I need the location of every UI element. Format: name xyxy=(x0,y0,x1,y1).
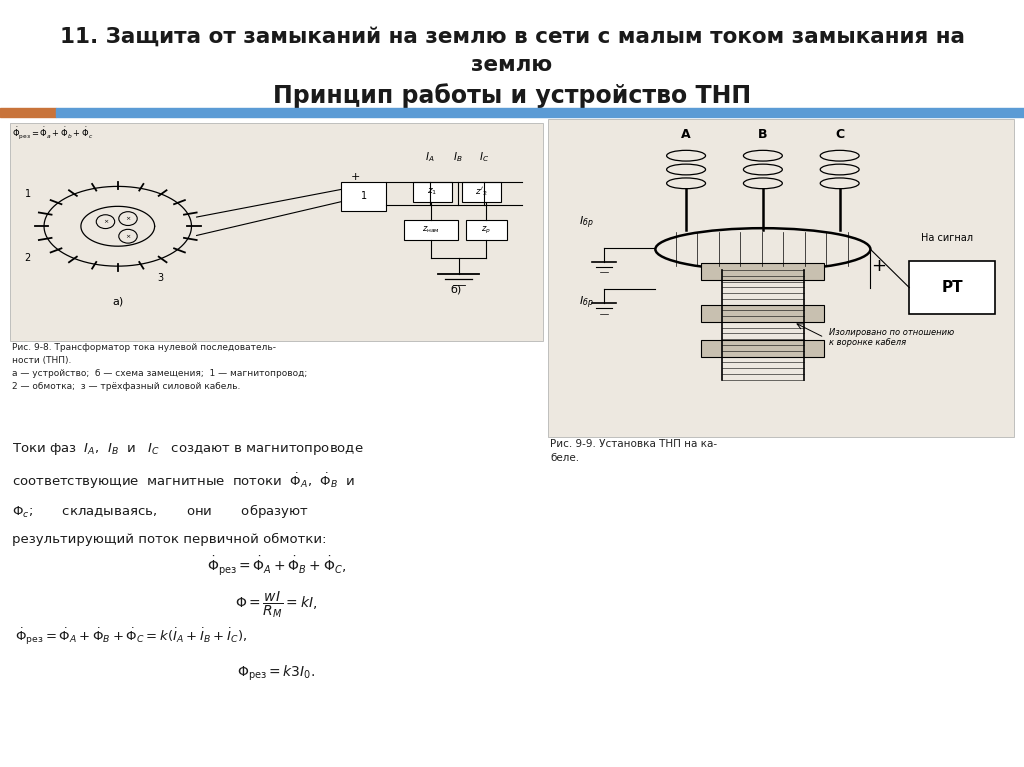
Text: ×: × xyxy=(125,234,131,239)
Text: $\Phi_{\text{рез}}=k3I_0.$: $\Phi_{\text{рез}}=k3I_0.$ xyxy=(238,663,315,683)
Text: +: + xyxy=(350,172,360,183)
Text: $\Phi=\dfrac{wI}{R_M}=kI,$: $\Phi=\dfrac{wI}{R_M}=kI,$ xyxy=(236,589,317,620)
Text: 2: 2 xyxy=(25,253,31,264)
Bar xyxy=(701,340,824,357)
Text: б): б) xyxy=(451,284,461,295)
Text: 1: 1 xyxy=(25,189,31,199)
Text: B: B xyxy=(758,128,768,140)
Text: $\dot{\Phi}_{\text{рез}}=\dot{\Phi}_A+\dot{\Phi}_B+\dot{\Phi}_C,$: $\dot{\Phi}_{\text{рез}}=\dot{\Phi}_A+\d… xyxy=(207,554,346,577)
Text: $z_р$: $z_р$ xyxy=(481,225,492,235)
FancyBboxPatch shape xyxy=(466,220,507,240)
Text: Рис. 9-9. Установка ТНП на ка-
беле.: Рис. 9-9. Установка ТНП на ка- беле. xyxy=(550,439,717,463)
Text: $z'_2$: $z'_2$ xyxy=(475,186,487,198)
Text: Токи фаз  $I_A$,  $I_B$  и   $I_C$   создают в магнитопроводе: Токи фаз $I_A$, $I_B$ и $I_C$ создают в … xyxy=(12,441,364,457)
Bar xyxy=(0,108,56,117)
Text: Изолировано по отношению
к воронке кабеля: Изолировано по отношению к воронке кабел… xyxy=(829,328,954,347)
Text: 11. Защита от замыканий на землю в сети с малым током замыкания на: 11. Защита от замыканий на землю в сети … xyxy=(59,27,965,47)
Text: На сигнал: На сигнал xyxy=(922,233,973,243)
Bar xyxy=(701,305,824,322)
Text: $I_A$: $I_A$ xyxy=(425,150,435,164)
FancyBboxPatch shape xyxy=(404,220,458,240)
Text: $\dot{\Phi}_{\text{рез}}=\dot{\Phi}_a+\dot{\Phi}_b+\dot{\Phi}_c$: $\dot{\Phi}_{\text{рез}}=\dot{\Phi}_a+\d… xyxy=(12,127,93,142)
Text: соответствующие  магнитные  потоки  $\dot{\Phi}_A$,  $\dot{\Phi}_B$  и: соответствующие магнитные потоки $\dot{\… xyxy=(12,472,355,492)
Text: $I_B$: $I_B$ xyxy=(453,150,463,164)
Text: $I_C$: $I_C$ xyxy=(479,150,489,164)
FancyBboxPatch shape xyxy=(462,182,501,202)
Text: $I_{бр}$: $I_{бр}$ xyxy=(580,295,594,311)
Text: A: A xyxy=(681,128,691,140)
Text: $z_{\text{нам}}$: $z_{\text{нам}}$ xyxy=(422,225,440,235)
FancyBboxPatch shape xyxy=(909,261,995,314)
Text: 3: 3 xyxy=(158,273,164,284)
FancyBboxPatch shape xyxy=(413,182,452,202)
Text: $\dot{\Phi}_{\text{рез}}=\dot{\Phi}_A+\dot{\Phi}_B+\dot{\Phi}_C=k(\dot{I}_A+\dot: $\dot{\Phi}_{\text{рез}}=\dot{\Phi}_A+\d… xyxy=(15,627,248,647)
Text: $\Phi_c$;       складываясь,       они       образуют: $\Phi_c$; складываясь, они образуют xyxy=(12,502,309,520)
Text: $z_1$: $z_1$ xyxy=(427,186,437,197)
Text: +: + xyxy=(871,257,886,275)
Text: а): а) xyxy=(113,296,123,307)
Bar xyxy=(56,108,1024,117)
Text: Рис. 9-8. Трансформатор тока нулевой последователь-
ности (ТНП).
а — устройство;: Рис. 9-8. Трансформатор тока нулевой пос… xyxy=(12,343,307,391)
FancyBboxPatch shape xyxy=(548,119,1014,437)
Bar xyxy=(701,263,824,280)
Text: результирующий поток первичной обмотки:: результирующий поток первичной обмотки: xyxy=(12,533,327,546)
FancyBboxPatch shape xyxy=(10,123,543,341)
Text: 1: 1 xyxy=(360,190,367,201)
FancyBboxPatch shape xyxy=(341,182,386,211)
Text: ×: × xyxy=(102,219,109,224)
Text: РТ: РТ xyxy=(941,280,964,295)
Text: $I_{бр}$: $I_{бр}$ xyxy=(580,214,594,231)
Text: землю: землю xyxy=(471,55,553,75)
Text: ×: × xyxy=(125,216,131,221)
Text: C: C xyxy=(836,128,844,140)
Text: Принцип работы и устройство ТНП: Принцип работы и устройство ТНП xyxy=(273,83,751,107)
